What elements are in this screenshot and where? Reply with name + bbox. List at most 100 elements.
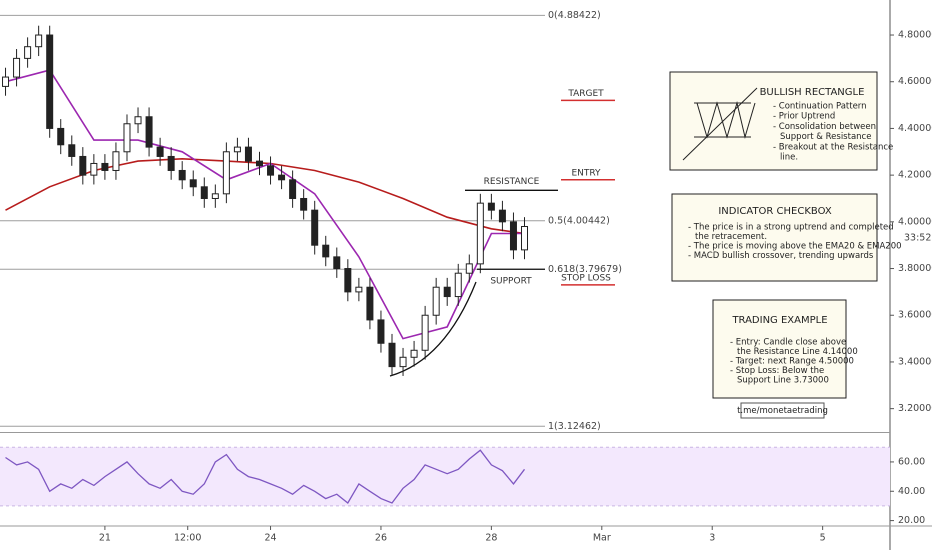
candle-body xyxy=(68,144,76,157)
x-tick-label: 21 xyxy=(99,533,111,544)
candle-body xyxy=(289,179,297,199)
x-tick-label: 28 xyxy=(485,533,497,544)
candle-body xyxy=(90,162,98,176)
note-title: BULLISH RECTANGLE xyxy=(760,87,865,98)
candle-body xyxy=(35,34,43,48)
fib-label: 1(3.12462) xyxy=(548,421,601,432)
candle-body xyxy=(498,209,506,223)
candle-body xyxy=(222,151,230,195)
candle-body xyxy=(123,123,131,153)
structure-label: RESISTANCE xyxy=(484,177,540,187)
candle-body xyxy=(355,286,363,293)
structure-label: SUPPORT xyxy=(490,277,532,287)
candle-body xyxy=(443,286,451,298)
candle-body xyxy=(377,319,385,344)
x-tick-label: 26 xyxy=(375,533,387,544)
link-box xyxy=(740,402,825,419)
y-tick-label: 3.80000 xyxy=(898,263,932,274)
note-line: line. xyxy=(780,153,798,163)
candle-body xyxy=(509,221,517,251)
rsi-y-tick-label: 40.00 xyxy=(898,486,925,497)
note-line: - Consolidation between xyxy=(773,122,876,132)
candle-body xyxy=(189,179,197,188)
trade-label: STOP LOSS xyxy=(561,273,611,283)
candle-body xyxy=(421,314,429,351)
fib-label: 0.618(3.79679) xyxy=(548,264,622,275)
note-title: INDICATOR CHECKBOX xyxy=(718,206,832,217)
rsi-line xyxy=(5,449,526,504)
link: t.me/monetaetrading xyxy=(737,406,828,416)
rsi-band xyxy=(0,447,890,506)
candle-body xyxy=(244,146,252,162)
candle-body xyxy=(388,342,396,368)
fib-label: 0.5(4.00442) xyxy=(548,215,610,226)
candle-body xyxy=(112,151,120,171)
trade-label: TARGET xyxy=(567,89,604,99)
candle-body xyxy=(344,268,352,293)
note-line: Support Line 3.73000 xyxy=(737,376,829,386)
candle-body xyxy=(57,127,65,146)
note-line: - Prior Uptrend xyxy=(773,112,835,122)
candle-body xyxy=(465,263,473,274)
candle-body xyxy=(476,202,484,265)
fib-label: 0(4.88422) xyxy=(548,10,601,21)
candle-body xyxy=(200,186,208,199)
candle-body xyxy=(145,116,153,148)
cup-curve xyxy=(389,281,477,377)
candle-body xyxy=(300,197,308,211)
note-line: - The price is in a strong uptrend and c… xyxy=(688,223,894,233)
countdown: 33:52 xyxy=(904,232,931,243)
candle-body xyxy=(410,349,418,358)
note-box xyxy=(669,71,878,171)
note-box xyxy=(712,299,847,399)
candle-body xyxy=(487,202,495,211)
x-tick-label: 12:00 xyxy=(174,533,201,544)
candle-body xyxy=(24,46,32,59)
y-tick-label: 4.40000 xyxy=(898,123,932,134)
candle-body xyxy=(46,34,54,129)
candle-body xyxy=(267,165,275,176)
y-tick-label: 4.20000 xyxy=(898,170,932,181)
y-tick-label: 4.00000 xyxy=(898,216,932,227)
candle-body xyxy=(278,174,286,181)
candle-body xyxy=(255,160,263,167)
candle-body xyxy=(13,57,21,78)
candle-body xyxy=(366,286,374,321)
y-tick-label: 3.20000 xyxy=(898,403,932,414)
y-tick-label: 3.40000 xyxy=(898,356,932,367)
candle-body xyxy=(399,356,407,368)
note-box xyxy=(671,193,878,282)
rsi-y-tick-label: 20.00 xyxy=(898,515,925,526)
candle-body xyxy=(432,286,440,316)
candle-body xyxy=(454,272,462,298)
note-line: the Resistance Line 4.14000 xyxy=(737,347,858,357)
candle-body xyxy=(333,256,341,270)
candle-body xyxy=(156,146,164,157)
candle-body xyxy=(134,116,142,125)
pattern-icon xyxy=(682,87,758,161)
candle-body xyxy=(322,244,330,258)
candle-body xyxy=(167,155,175,171)
candle-body xyxy=(101,162,109,171)
note-line: the retracement. xyxy=(695,232,767,242)
candle-body xyxy=(521,226,529,251)
rsi-y-tick-label: 60.00 xyxy=(898,456,925,467)
x-tick-label: Mar xyxy=(593,533,611,544)
candle-body xyxy=(211,193,219,199)
candle-body xyxy=(79,155,87,176)
x-tick-label: 5 xyxy=(820,533,826,544)
trade-label: ENTRY xyxy=(571,168,601,178)
y-tick-label: 3.60000 xyxy=(898,310,932,321)
note-line: - Breakout at the Resistance xyxy=(773,142,893,152)
candle-body xyxy=(311,209,319,246)
note-line: - Entry: Candle close above xyxy=(730,338,846,348)
note-line: - The price is moving above the EMA20 & … xyxy=(688,242,902,252)
candle-body xyxy=(233,146,241,153)
note-line: - Stop Loss: Below the xyxy=(730,366,824,376)
x-tick-label: 24 xyxy=(264,533,276,544)
note-line: Support & Resistance xyxy=(780,132,871,142)
x-tick-label: 3 xyxy=(709,533,715,544)
candle-body xyxy=(178,169,186,181)
y-tick-label: 4.60000 xyxy=(898,76,932,87)
